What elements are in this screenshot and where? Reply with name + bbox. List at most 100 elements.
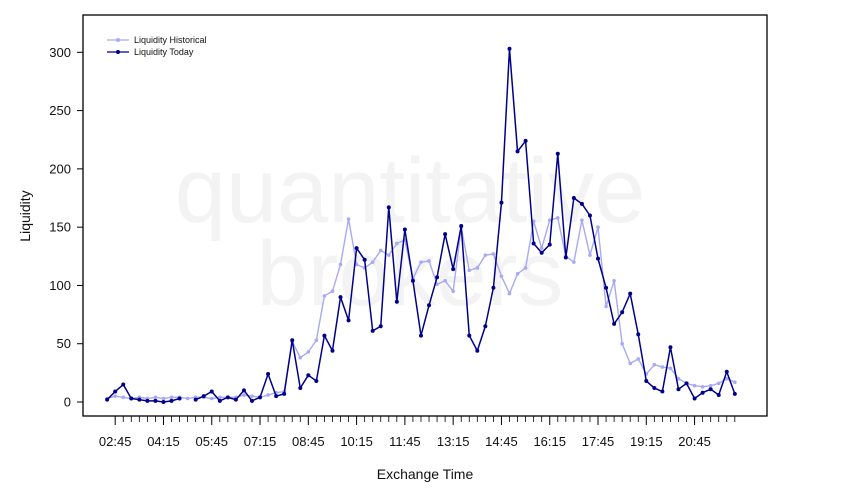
data-point-historical (733, 380, 737, 384)
y-tick-label: 50 (57, 336, 71, 351)
data-point-today (201, 394, 206, 399)
data-point-today (322, 333, 327, 338)
data-point-today (515, 149, 520, 154)
data-point-today (410, 278, 415, 283)
data-point-today (563, 255, 568, 260)
x-tick-label: 07:15 (244, 434, 277, 449)
x-axis: 02:45 04:15 05:45 07:15 08:45 10:15 11:45 13:15… (99, 416, 736, 449)
x-tick-label: 02:45 (99, 434, 132, 449)
x-tick-label: 04:15 (147, 434, 180, 449)
data-point-historical (346, 217, 351, 221)
data-point-historical (636, 357, 641, 361)
data-point-historical (588, 253, 592, 257)
data-point-today (555, 151, 560, 156)
data-point-historical (547, 218, 552, 222)
data-point-today (113, 389, 118, 394)
data-point-historical (435, 282, 439, 287)
data-point-today (708, 387, 713, 392)
x-tick-label: 10:15 (340, 434, 373, 449)
data-point-today (459, 223, 464, 228)
x-axis-title: Exchange Time (377, 466, 474, 482)
data-point-historical (298, 355, 303, 360)
data-point-historical (483, 253, 488, 257)
data-point-today (724, 369, 729, 374)
data-point-historical (724, 376, 729, 381)
data-point-historical (250, 394, 254, 398)
data-point-today (402, 227, 407, 232)
data-point-historical (370, 260, 375, 264)
data-point-historical (242, 393, 246, 397)
data-point-historical (676, 376, 681, 381)
data-point-historical (628, 361, 632, 366)
data-point-today (644, 379, 649, 384)
data-point-historical (499, 274, 504, 278)
data-point-historical (531, 219, 536, 224)
data-point-today (636, 332, 641, 337)
data-point-today (547, 242, 552, 247)
data-point-today (596, 256, 601, 261)
data-point-today (314, 379, 319, 384)
x-tick-label: 19:15 (630, 434, 663, 449)
data-point-historical (716, 381, 721, 386)
data-point-today (499, 200, 504, 205)
data-point-historical (580, 218, 584, 222)
data-point-today (233, 397, 238, 402)
plot-frame (82, 14, 768, 417)
y-tick-label: 100 (49, 278, 71, 293)
data-point-historical (507, 291, 512, 296)
watermark-line-2: brokers (257, 223, 564, 325)
data-point-today (145, 398, 150, 403)
data-point-today (652, 386, 657, 391)
data-point-today (354, 246, 359, 251)
data-point-today (386, 205, 391, 210)
data-point-historical (539, 246, 544, 250)
data-point-historical (378, 248, 383, 253)
data-point-today (137, 397, 142, 402)
x-tick-label: 20:45 (678, 434, 711, 449)
x-tick-label: 16:15 (533, 434, 566, 449)
data-point-today (346, 318, 351, 323)
y-tick-label: 0 (64, 395, 71, 410)
data-point-today (177, 396, 182, 401)
series-today (105, 46, 737, 405)
data-point-historical (491, 252, 496, 256)
y-tick-label: 200 (49, 161, 71, 176)
data-point-today (129, 396, 134, 401)
data-point-today (330, 348, 335, 353)
data-point-today (121, 382, 126, 387)
y-tick-label: 300 (49, 45, 71, 60)
data-point-historical (338, 262, 343, 267)
data-point-historical (419, 260, 423, 264)
data-point-historical (153, 395, 158, 400)
data-point-historical (209, 396, 214, 401)
x-tick-label: 11:45 (389, 434, 421, 449)
data-point-today (579, 201, 584, 206)
series-line-today (195, 48, 736, 402)
data-point-today (676, 387, 681, 392)
data-point-today (571, 196, 576, 201)
data-point-historical (218, 395, 222, 400)
data-point-today (169, 398, 174, 403)
data-point-today (587, 213, 592, 218)
data-point-today (209, 389, 214, 394)
data-point-today (491, 285, 496, 290)
data-point-historical (700, 385, 705, 389)
data-point-historical (475, 266, 480, 270)
data-point-historical (427, 259, 431, 263)
data-point-historical (692, 383, 697, 388)
watermark-line-1: quantitative (175, 140, 646, 242)
data-point-historical (652, 362, 657, 367)
data-point-today (338, 295, 343, 300)
series-layer (105, 46, 737, 405)
data-point-today (684, 381, 689, 386)
data-point-today (282, 391, 287, 396)
data-point-today (225, 395, 230, 400)
data-point-today (628, 291, 633, 296)
data-point-today (378, 324, 383, 329)
data-point-today (443, 232, 448, 237)
data-point-today (290, 338, 295, 343)
data-point-today (105, 397, 110, 402)
data-point-today (418, 333, 423, 338)
data-point-today (483, 324, 488, 329)
